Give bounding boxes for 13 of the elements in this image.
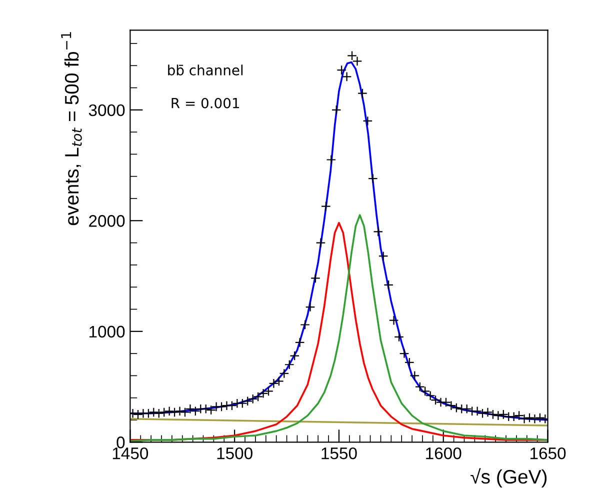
y-axis-title: events, L$_{tot}$ = 500 fb$^{−1}$ [61,32,82,226]
y-tick-label: 3000 [88,104,125,116]
x-axis-title: √s (GeV) [470,468,547,488]
y-tick-label: 1000 [90,326,125,338]
annotation: bb̄ channel [168,64,243,76]
annotation: R = 0.001 [172,98,239,108]
x-tick-label: 1600 [426,447,462,460]
x-tick-label: 1500 [217,447,252,460]
x-tick-label: 1650 [530,447,566,460]
x-tick-label: 1550 [322,447,357,460]
x-tick-label: 1450 [112,447,148,460]
y-tick-label: 0 [116,436,125,448]
y-tick-label: 2000 [89,215,125,227]
